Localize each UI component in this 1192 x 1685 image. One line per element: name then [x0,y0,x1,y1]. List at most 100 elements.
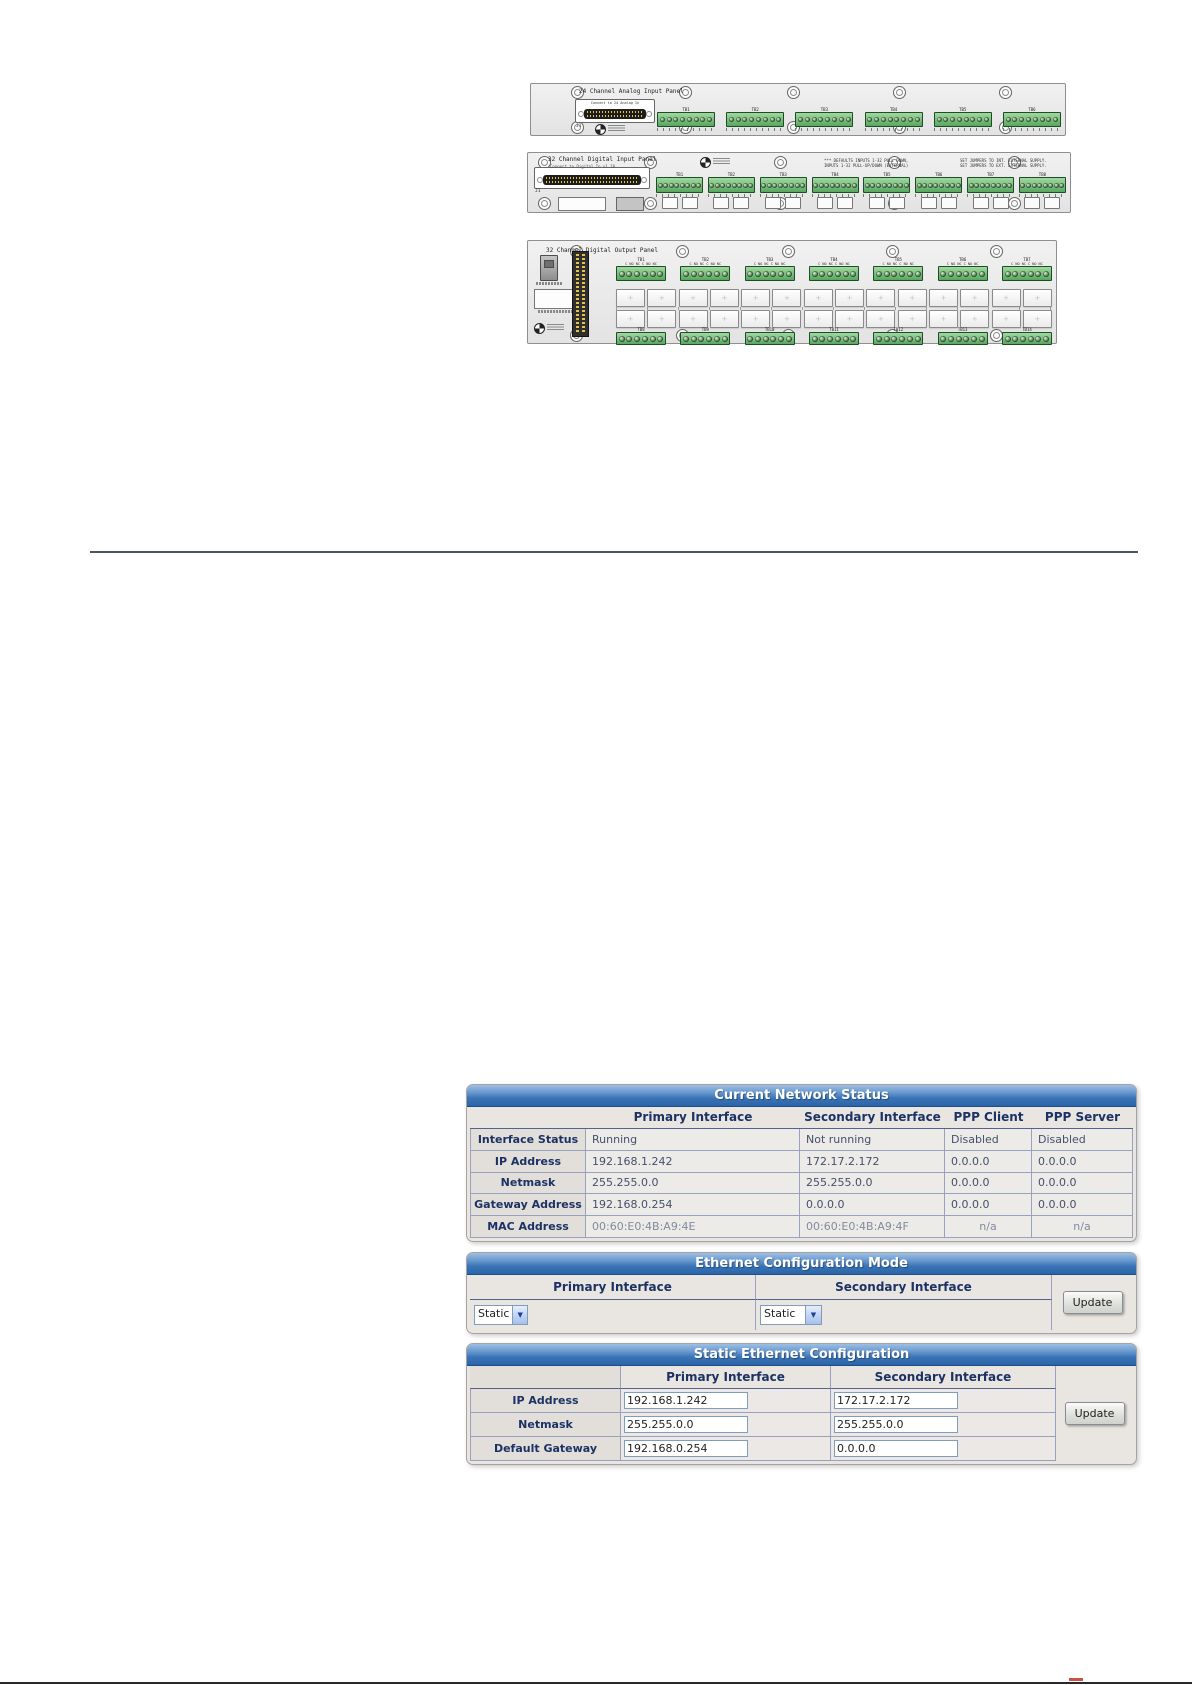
terminal-block: TB7 C NO NC C NO NC [1001,257,1052,281]
terminal-block-label: TB9 [701,327,709,332]
relay-block: + [960,289,990,307]
netmask-primary-input[interactable] [624,1416,748,1433]
terminal-screw [936,117,942,122]
relay-block: + [866,289,896,307]
manufacturer-logo-text [608,125,625,132]
terminal-screw [891,335,898,342]
channel-tick-marks [707,194,755,197]
relay-block: + [991,310,1021,328]
terminal-block-label: TB7 [986,172,995,177]
terminal-screw [811,335,818,342]
terminal-screw [794,182,800,188]
terminal-screw [943,117,949,122]
terminal-screw [914,335,921,342]
terminal-screw [777,182,783,188]
terminal-strip [795,112,854,127]
channel-tick-marks [657,128,715,131]
connector-ear [537,177,543,183]
status-cell: 0.0.0.0 [1032,1194,1133,1217]
terminal-block-label: TB4 [830,257,838,262]
terminal-screw [1048,182,1054,188]
terminal-pin-label: C NO NC C NO NC [818,262,850,266]
relay-block: + [1022,289,1052,307]
terminal-block-label: TB13 [957,327,968,332]
terminal-block-label: TB1 [682,107,690,112]
component-label-text [538,310,576,313]
terminal-screw [690,335,697,342]
secondary-interface-select[interactable]: Static ▼ [760,1305,822,1325]
terminal-screw [690,182,696,188]
terminal-screw [1007,182,1013,188]
terminal-screw [641,270,648,277]
terminal-pin-label: C NO NC C NO NC [882,262,915,266]
terminal-screw [742,182,748,188]
terminal-screw [883,270,890,277]
terminal-screw [811,270,818,277]
netmask-secondary-input[interactable] [834,1416,958,1433]
jumper-group [1019,197,1066,209]
terminal-block: TB5 [933,107,992,131]
terminal-strip [680,266,731,281]
channel-tick-marks [863,194,911,197]
terminal-block-label: TB7 [1023,257,1031,262]
jumper-row [656,197,1066,209]
terminal-screw [714,182,720,188]
jumper [1024,197,1041,209]
terminal-screw [864,182,870,188]
terminal-screw [963,117,969,122]
mounting-hole [676,245,689,258]
mounting-hole [644,156,657,169]
chevron-down-icon: ▼ [512,1306,527,1324]
column-header: Primary Interface [586,1107,800,1129]
ip-address-primary-input[interactable] [624,1392,748,1409]
terminal-screw [825,117,831,122]
terminal-block: TB4 C NO NC C NO NC [808,257,859,281]
terminal-screw [686,117,692,122]
relay-block: + [678,310,708,328]
terminal-strip [864,112,923,127]
channel-tick-marks [864,128,923,131]
relay-block: + [928,289,958,307]
terminal-screw [818,117,824,122]
terminal-screw [827,335,834,342]
terminal-screw [990,182,996,188]
terminal-screw [870,182,876,188]
terminal-screw [1004,335,1011,342]
terminal-screw [883,335,890,342]
terminal-screw [1053,182,1059,188]
terminal-block-label: TB3 [779,172,787,177]
primary-interface-select[interactable]: Static ▼ [474,1305,528,1325]
terminal-screw [876,270,883,277]
terminal-screw [950,182,956,188]
terminal-block: TB2 [707,172,755,197]
terminal-screw [626,335,633,342]
connector-pins [587,111,643,113]
terminal-screw [649,270,656,277]
ip-address-secondary-input[interactable] [834,1392,958,1409]
update-button[interactable]: Update [1064,1402,1125,1425]
terminal-screw [720,182,726,188]
channel-tick-marks [915,194,963,197]
connector-pins [546,181,638,183]
relay-block: + [616,289,645,307]
terminal-strip [657,112,715,127]
terminal-screw [1020,270,1027,277]
status-cell: 00:60:E0:4B:A9:4E [586,1216,800,1238]
jumper [713,197,730,209]
terminal-screw [968,182,974,188]
terminal-screw [1053,117,1059,122]
terminal-screw [813,182,819,188]
connector-ear [646,111,652,117]
panel-title: 32 Channel Digital Input Panel [548,156,657,163]
terminal-screw [657,270,664,277]
status-cell: 172.17.2.172 [800,1150,945,1173]
monitor-switch [540,255,558,281]
update-button[interactable]: Update [1062,1291,1123,1314]
terminal-strip [1018,177,1066,193]
terminal-screw [1027,335,1034,342]
default-gateway-secondary-input[interactable] [834,1440,958,1457]
default-gateway-primary-input[interactable] [624,1440,748,1457]
terminal-screw [979,182,985,188]
mounting-hole [999,86,1012,99]
